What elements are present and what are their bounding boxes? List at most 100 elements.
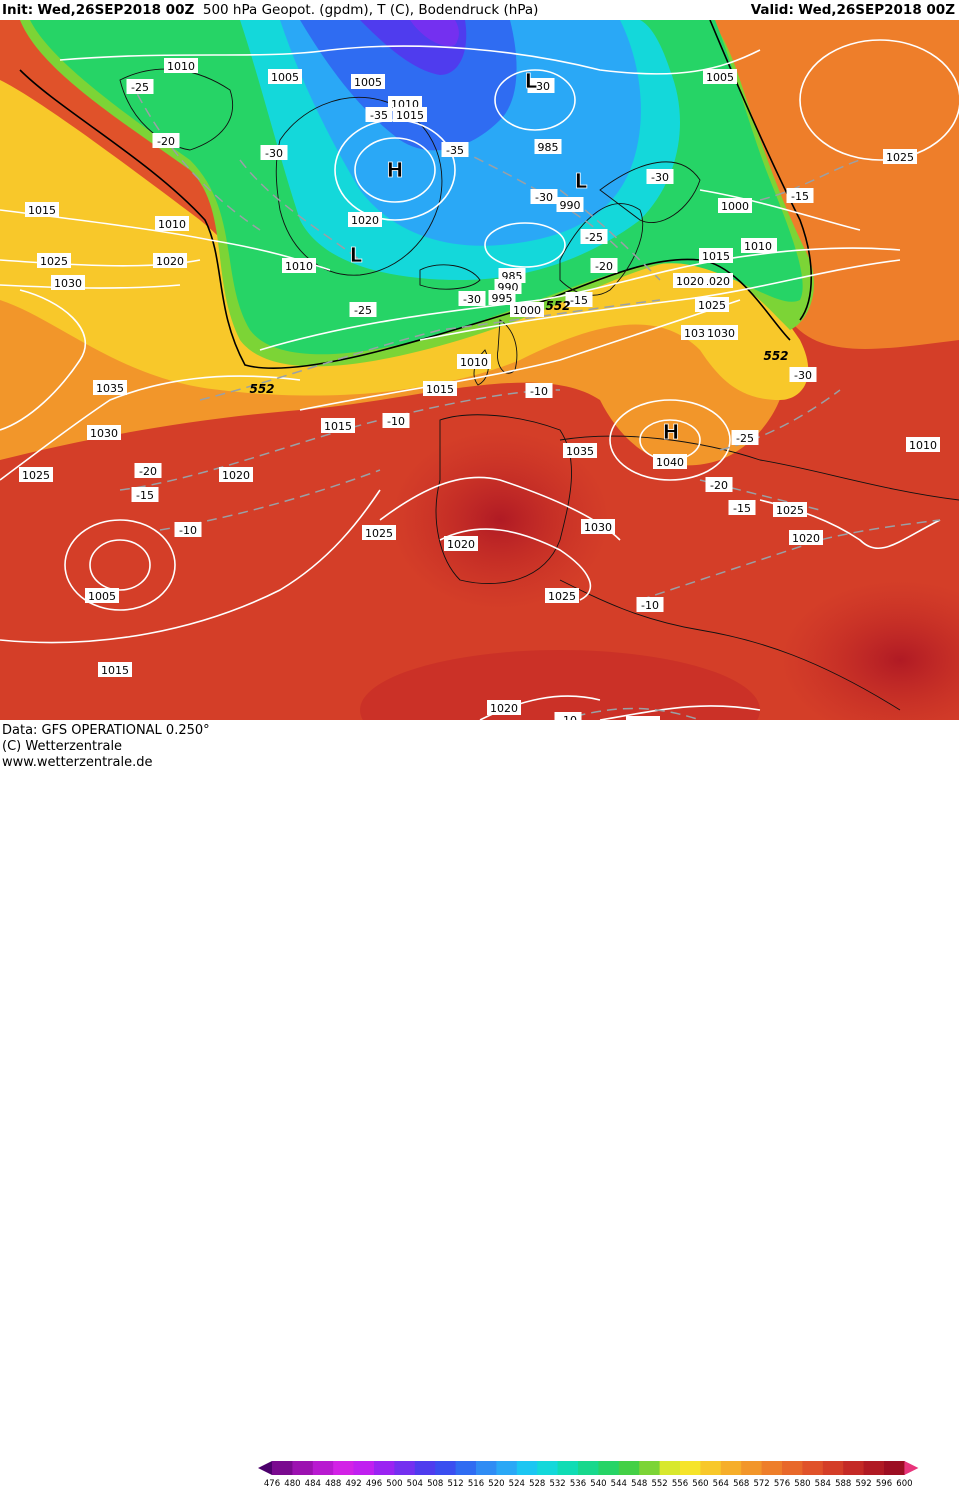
temperature-label: -20 xyxy=(590,258,618,273)
svg-text:1025: 1025 xyxy=(776,504,804,517)
legend-swatch xyxy=(863,1461,885,1475)
temperature-label: -10 xyxy=(382,413,410,428)
init-label: Init: xyxy=(2,2,34,18)
temp-band-yellow xyxy=(0,80,809,400)
svg-text:1035: 1035 xyxy=(96,382,124,395)
data-source: Data: GFS OPERATIONAL 0.250° xyxy=(2,723,210,738)
svg-text:-35: -35 xyxy=(370,109,388,122)
legend-tick-label: 600 xyxy=(896,1479,912,1489)
svg-text:1020: 1020 xyxy=(490,702,518,715)
svg-text:-25: -25 xyxy=(131,81,149,94)
legend-swatch xyxy=(741,1461,763,1475)
svg-text:1015: 1015 xyxy=(324,420,352,433)
legend-tick-label: 564 xyxy=(713,1479,729,1489)
svg-text:1030: 1030 xyxy=(584,521,612,534)
heat-core-east xyxy=(780,580,959,720)
legend-swatch xyxy=(435,1461,457,1475)
isobar-label: 995 xyxy=(488,290,516,305)
legend-swatch xyxy=(884,1461,905,1475)
legend-swatch xyxy=(618,1461,640,1475)
temperature-label: -30 xyxy=(530,189,558,204)
isobar-label: 1010 xyxy=(741,238,775,253)
legend-swatch xyxy=(272,1461,293,1475)
temperature-label: -35 xyxy=(365,107,393,122)
low-pressure-center: L xyxy=(350,243,363,267)
isobar-label: 1010 xyxy=(457,354,491,369)
svg-text:1015: 1015 xyxy=(396,109,424,122)
svg-text:1000: 1000 xyxy=(721,200,749,213)
svg-text:1020: 1020 xyxy=(222,469,250,482)
svg-text:-10: -10 xyxy=(387,415,405,428)
legend-tick-label: 488 xyxy=(325,1479,341,1489)
isobar-label: 1005 xyxy=(85,588,119,603)
svg-text:1025: 1025 xyxy=(548,590,576,603)
isobar-label: 1025 xyxy=(37,253,71,268)
legend-tick-label: 492 xyxy=(345,1479,361,1489)
isobar-label: 1025 xyxy=(883,149,917,164)
contour-552-label: 552 xyxy=(249,382,274,396)
isobar-label: 1015 xyxy=(699,248,733,263)
temperature-label: -25 xyxy=(349,302,377,317)
svg-text:1025: 1025 xyxy=(886,151,914,164)
svg-text:1010: 1010 xyxy=(158,218,186,231)
legend-swatch xyxy=(292,1461,314,1475)
isobar-label: 1005 xyxy=(268,69,302,84)
contour-552-label: 552 xyxy=(545,299,570,313)
legend-tick-label: 520 xyxy=(488,1479,504,1489)
temperature-label: -30 xyxy=(646,169,674,184)
legend-swatch xyxy=(843,1461,865,1475)
legend-tick-label: 576 xyxy=(774,1479,790,1489)
svg-text:1025: 1025 xyxy=(365,527,393,540)
svg-text:-15: -15 xyxy=(733,502,751,515)
svg-text:985: 985 xyxy=(538,141,559,154)
legend-swatch xyxy=(414,1461,436,1475)
legend-tick-label: 572 xyxy=(753,1479,769,1489)
isobar-label: 1030 xyxy=(704,325,738,340)
svg-text:1040: 1040 xyxy=(656,456,684,469)
legend-swatch xyxy=(639,1461,661,1475)
svg-text:1025: 1025 xyxy=(22,469,50,482)
temperature-label: -10 xyxy=(554,712,582,720)
isobar-label: 1020 xyxy=(219,467,253,482)
legend-swatch xyxy=(598,1461,620,1475)
svg-text:-20: -20 xyxy=(710,479,728,492)
legend-arrow-right xyxy=(904,1461,919,1475)
svg-text:-30: -30 xyxy=(651,171,669,184)
legend-tick-label: 508 xyxy=(427,1479,443,1489)
legend-tick-label: 484 xyxy=(305,1479,321,1489)
svg-text:-35: -35 xyxy=(446,144,464,157)
isobar-label: 1030 xyxy=(87,425,121,440)
svg-text:-25: -25 xyxy=(736,432,754,445)
legend-swatch xyxy=(537,1461,559,1475)
svg-text:1005: 1005 xyxy=(706,71,734,84)
isobar-label: 1015 xyxy=(25,202,59,217)
isobar-label: 1010 xyxy=(164,58,198,73)
svg-text:-20: -20 xyxy=(139,465,157,478)
legend-tick-label: 544 xyxy=(611,1479,627,1489)
temperature-label: -15 xyxy=(786,188,814,203)
isobar-label: 1025 xyxy=(19,467,53,482)
valid-time: Valid: Wed,26SEP2018 00Z xyxy=(751,0,955,20)
temperature-label: -15 xyxy=(728,500,756,515)
isobar-label: 1025 xyxy=(773,502,807,517)
legend-tick-label: 476 xyxy=(264,1479,280,1489)
svg-text:-30: -30 xyxy=(794,369,812,382)
svg-text:995: 995 xyxy=(492,292,513,305)
website-link[interactable]: www.wetterzentrale.de xyxy=(2,755,153,770)
temperature-label: -10 xyxy=(525,383,553,398)
legend-swatch xyxy=(476,1461,497,1475)
svg-text:1005: 1005 xyxy=(271,71,299,84)
init-value: Wed,26SEP2018 00Z xyxy=(37,2,195,18)
svg-text:1015: 1015 xyxy=(101,664,129,677)
svg-text:1020: 1020 xyxy=(156,255,184,268)
isobar-label: 1005 xyxy=(351,74,385,89)
chart-header: Init: Wed,26SEP2018 00Z 500 hPa Geopot. … xyxy=(0,0,959,20)
legend-tick-label: 528 xyxy=(529,1479,545,1489)
legend-tick-label: 596 xyxy=(876,1479,892,1489)
isobar-label: 1025 xyxy=(545,588,579,603)
legend-swatch xyxy=(700,1461,722,1475)
temperature-label: -30 xyxy=(260,145,288,160)
legend-tick-label: 532 xyxy=(549,1479,565,1489)
legend-swatch xyxy=(680,1461,701,1475)
legend-swatch xyxy=(312,1461,334,1475)
